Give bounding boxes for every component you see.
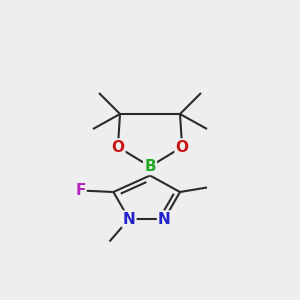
Text: F: F <box>75 183 85 198</box>
Text: N: N <box>123 212 135 226</box>
Text: O: O <box>176 140 189 154</box>
Text: B: B <box>144 159 156 174</box>
Text: N: N <box>158 212 171 226</box>
Text: O: O <box>111 140 124 154</box>
